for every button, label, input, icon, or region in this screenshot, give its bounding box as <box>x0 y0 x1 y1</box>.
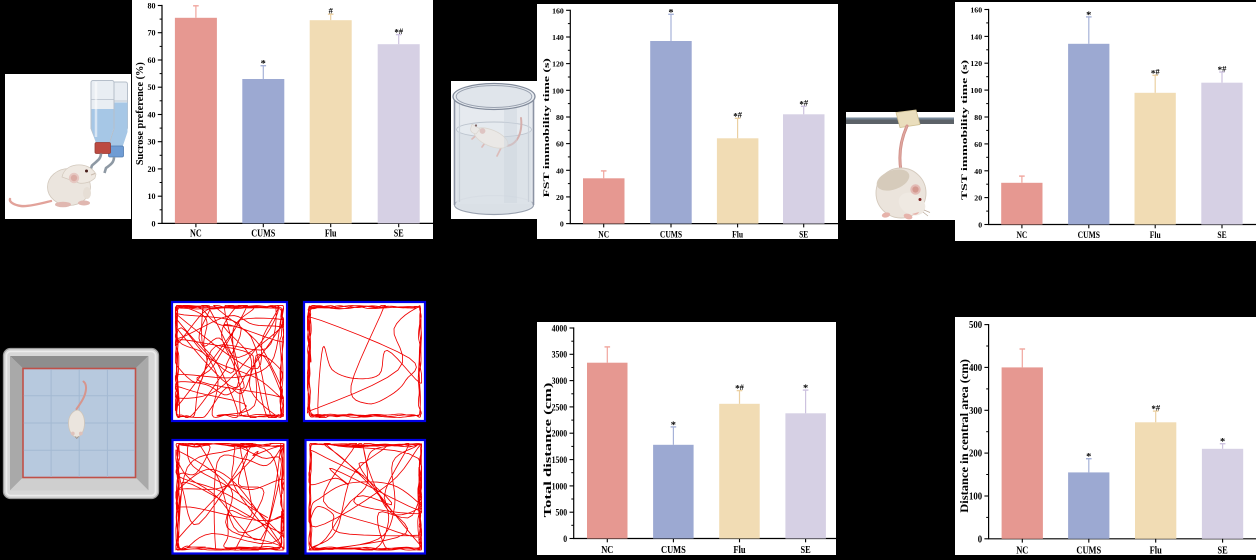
svg-text:120: 120 <box>552 60 564 69</box>
svg-text:CUMS: CUMS <box>660 229 682 240</box>
svg-text:SE: SE <box>801 545 811 555</box>
svg-text:Sucrose preference (%): Sucrose preference (%) <box>135 62 146 165</box>
svg-text:NC: NC <box>1016 546 1028 555</box>
svg-text:CUMS: CUMS <box>251 228 275 240</box>
svg-text:CUMS: CUMS <box>1076 546 1101 555</box>
svg-text:1000: 1000 <box>552 481 568 492</box>
svg-text:TST immobility time (s): TST immobility time (s) <box>960 60 969 200</box>
svg-text:CUMS: CUMS <box>1078 230 1100 241</box>
svg-text:120: 120 <box>970 59 982 68</box>
svg-text:50: 50 <box>148 83 156 92</box>
svg-text:SE: SE <box>1218 546 1228 555</box>
svg-text:160: 160 <box>552 6 564 15</box>
svg-text:Distance in central area (cm): Distance in central area (cm) <box>957 359 970 513</box>
svg-text:NC: NC <box>1016 230 1027 241</box>
svg-text:*: * <box>803 383 809 393</box>
svg-text:3500: 3500 <box>552 350 568 361</box>
svg-text:200: 200 <box>969 449 982 460</box>
svg-text:*#: *# <box>735 382 745 394</box>
svg-text:#: # <box>329 6 334 16</box>
svg-text:Flu: Flu <box>732 229 743 240</box>
svg-text:30: 30 <box>148 138 156 147</box>
svg-text:SE: SE <box>1217 230 1226 241</box>
svg-text:Flu: Flu <box>1150 546 1162 555</box>
svg-text:*#: *# <box>1151 67 1161 79</box>
svg-text:NC: NC <box>190 228 202 240</box>
svg-text:40: 40 <box>974 167 982 176</box>
svg-text:10: 10 <box>148 192 156 201</box>
svg-text:80: 80 <box>148 2 156 11</box>
svg-text:500: 500 <box>969 320 982 331</box>
svg-text:20: 20 <box>556 193 564 202</box>
svg-text:*#: *# <box>799 98 809 110</box>
svg-text:40: 40 <box>148 111 156 120</box>
svg-text:80: 80 <box>556 113 564 122</box>
svg-text:SE: SE <box>799 229 808 240</box>
svg-text:NC: NC <box>601 545 613 555</box>
svg-text:*#: *# <box>1218 63 1228 75</box>
svg-text:*#: *# <box>394 26 404 38</box>
svg-text:3000: 3000 <box>552 376 568 387</box>
svg-text:Flu: Flu <box>733 545 745 555</box>
svg-text:*#: *# <box>733 110 743 122</box>
svg-text:0: 0 <box>152 219 156 228</box>
svg-text:Total distance (cm): Total distance (cm) <box>542 383 554 518</box>
svg-text:0: 0 <box>978 534 982 545</box>
svg-text:0: 0 <box>560 220 564 229</box>
svg-text:*: * <box>1086 452 1092 462</box>
svg-text:2000: 2000 <box>552 429 568 440</box>
svg-text:100: 100 <box>552 86 564 95</box>
svg-text:100: 100 <box>970 86 982 95</box>
svg-text:Flu: Flu <box>1150 230 1161 241</box>
svg-text:140: 140 <box>552 33 564 42</box>
svg-text:*: * <box>1086 10 1092 20</box>
svg-text:70: 70 <box>148 29 156 38</box>
svg-text:CUMS: CUMS <box>661 545 686 555</box>
svg-text:FST immobility time (s): FST immobility time (s) <box>542 58 551 197</box>
svg-text:300: 300 <box>969 406 982 417</box>
svg-text:40: 40 <box>556 166 564 175</box>
svg-text:SE: SE <box>394 228 404 240</box>
svg-text:20: 20 <box>974 194 982 203</box>
svg-text:*: * <box>261 59 267 69</box>
svg-text:20: 20 <box>148 165 156 174</box>
svg-text:400: 400 <box>969 363 982 374</box>
svg-text:60: 60 <box>974 140 982 149</box>
svg-text:160: 160 <box>970 6 982 15</box>
svg-text:*#: *# <box>1151 402 1161 414</box>
svg-text:1500: 1500 <box>552 455 568 466</box>
svg-text:60: 60 <box>556 140 564 149</box>
svg-text:80: 80 <box>974 113 982 122</box>
svg-text:60: 60 <box>148 56 156 65</box>
svg-text:Flu: Flu <box>325 228 337 240</box>
svg-text:*: * <box>668 7 674 17</box>
svg-text:500: 500 <box>556 508 568 519</box>
svg-text:2500: 2500 <box>552 402 568 413</box>
svg-text:100: 100 <box>969 492 982 503</box>
svg-text:0: 0 <box>978 221 982 230</box>
svg-text:*: * <box>1220 437 1226 447</box>
svg-text:0: 0 <box>563 534 567 545</box>
svg-text:*: * <box>671 420 677 430</box>
svg-text:140: 140 <box>970 32 982 41</box>
svg-text:4000: 4000 <box>552 323 568 334</box>
svg-text:NC: NC <box>598 229 609 240</box>
